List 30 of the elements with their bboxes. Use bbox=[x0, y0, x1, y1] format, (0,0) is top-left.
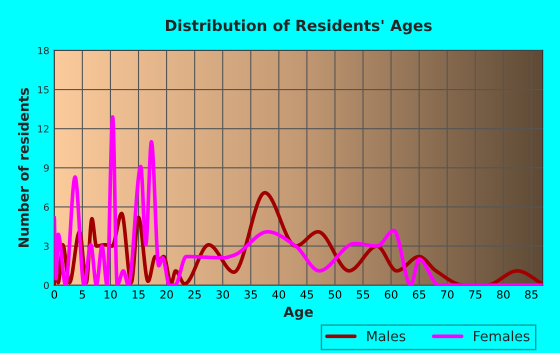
x-tick-label: 40 bbox=[272, 290, 286, 299]
y-axis-title: Number of residents bbox=[18, 88, 29, 248]
x-tick-label: 65 bbox=[412, 290, 426, 299]
x-tick-label: 55 bbox=[356, 290, 370, 299]
x-tick-label: 15 bbox=[132, 290, 145, 299]
legend-label: Females bbox=[474, 330, 530, 342]
x-tick-label: 75 bbox=[469, 290, 482, 299]
y-tick-label: 3 bbox=[44, 242, 49, 250]
chart-title: Distribution of Residents' Ages bbox=[166, 19, 432, 34]
y-tick-label: 12 bbox=[38, 125, 48, 132]
x-axis-title: Age bbox=[283, 306, 313, 320]
y-tick-label: 6 bbox=[44, 203, 49, 211]
x-tick-label: 20 bbox=[160, 290, 173, 299]
y-tick-label: 0 bbox=[44, 282, 49, 290]
legend-label: Males bbox=[367, 330, 406, 342]
x-tick-label: 30 bbox=[216, 290, 230, 299]
x-tick-label: 70 bbox=[441, 290, 454, 299]
x-tick-label: 50 bbox=[328, 290, 342, 299]
x-tick-label: 45 bbox=[300, 290, 313, 299]
x-tick-label: 80 bbox=[497, 290, 510, 299]
x-tick-label: 0 bbox=[52, 290, 58, 299]
x-tick-label: 5 bbox=[80, 290, 85, 299]
x-tick-label: 35 bbox=[244, 290, 257, 299]
x-tick-label: 25 bbox=[188, 290, 201, 299]
x-tick-label: 60 bbox=[384, 290, 398, 299]
y-tick-label: 15 bbox=[38, 86, 49, 94]
y-tick-label: 18 bbox=[38, 46, 49, 54]
x-tick-label: 85 bbox=[525, 290, 538, 299]
y-tick-label: 9 bbox=[44, 164, 49, 172]
x-tick-label: 10 bbox=[104, 290, 117, 299]
